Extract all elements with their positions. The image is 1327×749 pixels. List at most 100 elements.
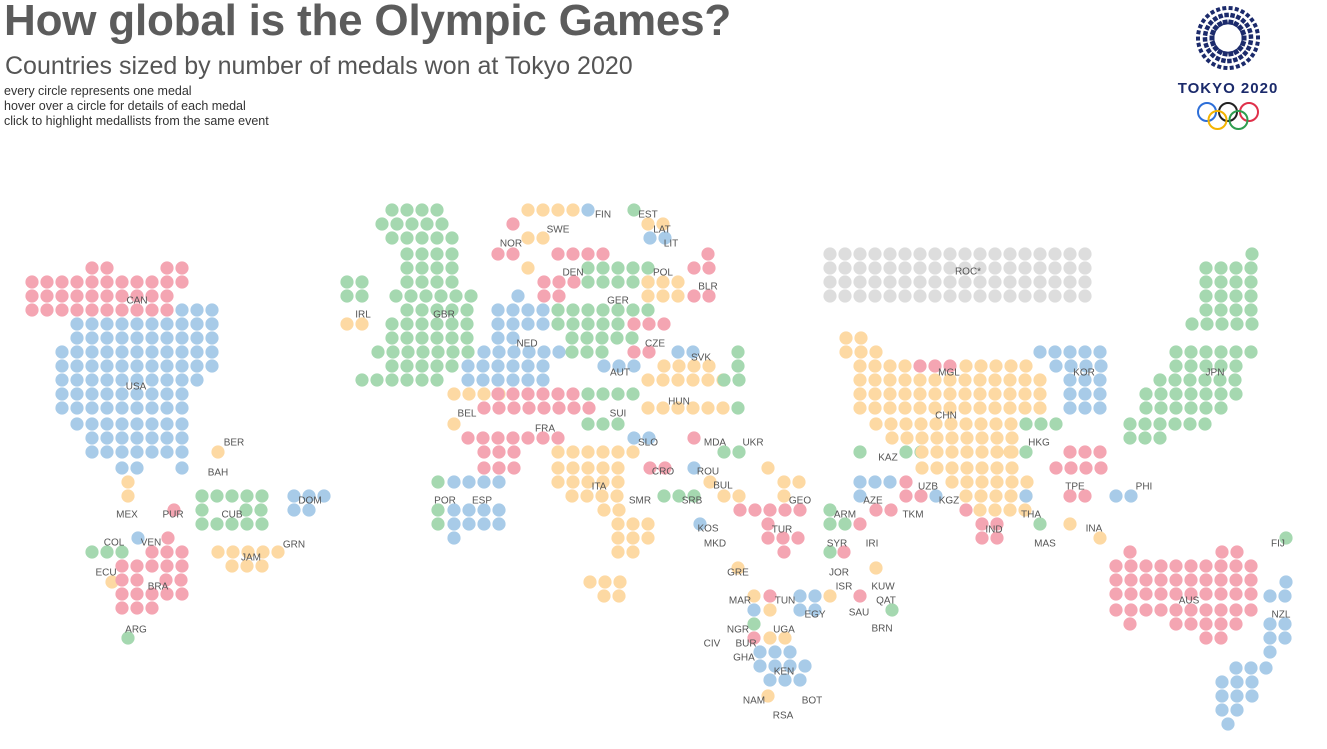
- medal-dot-nzl[interactable]: [1245, 675, 1259, 689]
- medal-dot-kor[interactable]: [1093, 401, 1107, 415]
- medal-dot-fra[interactable]: [491, 387, 505, 401]
- medal-dot-usa[interactable]: [85, 373, 99, 387]
- medal-dot-can[interactable]: [115, 289, 129, 303]
- medal-dot-bra[interactable]: [160, 559, 174, 573]
- medal-dot-jam[interactable]: [211, 545, 225, 559]
- medal-dot-fra[interactable]: [461, 431, 475, 445]
- medal-dot-ger[interactable]: [581, 317, 595, 331]
- medal-dot-aus[interactable]: [1169, 573, 1183, 587]
- medal-dot-usa[interactable]: [145, 417, 159, 431]
- medal-dot-usa[interactable]: [145, 445, 159, 459]
- medal-dot-chn[interactable]: [990, 475, 1004, 489]
- medal-dot-aus[interactable]: [1244, 603, 1258, 617]
- medal-dot-usa[interactable]: [85, 345, 99, 359]
- medal-dot-ita[interactable]: [565, 489, 579, 503]
- medal-dot-usa[interactable]: [55, 401, 69, 415]
- medal-dot-can[interactable]: [175, 261, 189, 275]
- medal-dot-ken[interactable]: [753, 659, 767, 673]
- medal-dot-chn[interactable]: [959, 359, 973, 373]
- medal-dot-ita[interactable]: [626, 445, 640, 459]
- medal-dot-usa[interactable]: [85, 445, 99, 459]
- medal-dot-ger[interactable]: [581, 303, 595, 317]
- medal-dot-usa[interactable]: [115, 431, 129, 445]
- medal-dot-ned[interactable]: [522, 345, 536, 359]
- medal-dot-lat[interactable]: [656, 217, 670, 231]
- medal-dot-fra[interactable]: [492, 445, 506, 459]
- medal-dot-nzl[interactable]: [1245, 689, 1259, 703]
- medal-dot-jpn[interactable]: [1199, 275, 1213, 289]
- medal-dot-roc[interactable]: [1033, 289, 1047, 303]
- medal-dot-roc[interactable]: [973, 275, 987, 289]
- medal-dot-jpn[interactable]: [1123, 417, 1137, 431]
- medal-dot-usa[interactable]: [130, 401, 144, 415]
- medal-dot-aus[interactable]: [1184, 559, 1198, 573]
- medal-dot-usa[interactable]: [130, 431, 144, 445]
- medal-dot-por[interactable]: [431, 475, 445, 489]
- medal-dot-aus[interactable]: [1244, 573, 1258, 587]
- medal-dot-chn[interactable]: [883, 359, 897, 373]
- medal-dot-chn[interactable]: [1033, 401, 1047, 415]
- medal-dot-roc[interactable]: [823, 261, 837, 275]
- medal-dot-swe[interactable]: [551, 203, 565, 217]
- medal-dot-can[interactable]: [100, 261, 114, 275]
- medal-dot-gre[interactable]: [731, 561, 745, 575]
- medal-dot-roc[interactable]: [1063, 275, 1077, 289]
- medal-dot-aus[interactable]: [1184, 573, 1198, 587]
- medal-dot-ger[interactable]: [596, 317, 610, 331]
- medal-dot-hun[interactable]: [656, 401, 670, 415]
- medal-dot-dom[interactable]: [287, 489, 301, 503]
- medal-dot-chn[interactable]: [943, 401, 957, 415]
- medal-dot-hun[interactable]: [641, 373, 655, 387]
- medal-dot-chn[interactable]: [960, 475, 974, 489]
- medal-dot-chn[interactable]: [853, 401, 867, 415]
- medal-dot-cze[interactable]: [642, 317, 656, 331]
- medal-dot-jpn[interactable]: [1199, 387, 1213, 401]
- medal-dot-ita[interactable]: [612, 503, 626, 517]
- medal-dot-gbr[interactable]: [461, 345, 475, 359]
- medal-dot-gbr[interactable]: [445, 303, 459, 317]
- medal-dot-ned[interactable]: [461, 373, 475, 387]
- medal-dot-tur[interactable]: [761, 517, 775, 531]
- medal-dot-aus[interactable]: [1184, 617, 1198, 631]
- medal-dot-can[interactable]: [70, 289, 84, 303]
- medal-dot-usa[interactable]: [115, 345, 129, 359]
- medal-dot-chn[interactable]: [974, 359, 988, 373]
- medal-dot-roc[interactable]: [943, 289, 957, 303]
- medal-dot-chn[interactable]: [989, 417, 1003, 431]
- medal-dot-usa[interactable]: [145, 431, 159, 445]
- medal-dot-gbr[interactable]: [430, 373, 444, 387]
- medal-dot-can[interactable]: [145, 275, 159, 289]
- medal-dot-ken[interactable]: [783, 645, 797, 659]
- medal-dot-slo[interactable]: [642, 431, 656, 445]
- medal-dot-jpn[interactable]: [1183, 417, 1197, 431]
- medal-dot-ita[interactable]: [626, 545, 640, 559]
- medal-dot-est[interactable]: [627, 203, 641, 217]
- medal-dot-dom[interactable]: [287, 503, 301, 517]
- medal-dot-gbr[interactable]: [400, 261, 414, 275]
- medal-dot-jpn[interactable]: [1153, 431, 1167, 445]
- medal-dot-usa[interactable]: [145, 387, 159, 401]
- medal-dot-chn[interactable]: [958, 401, 972, 415]
- medal-dot-ukr[interactable]: [731, 401, 745, 415]
- medal-dot-chn[interactable]: [913, 373, 927, 387]
- medal-dot-roc[interactable]: [943, 247, 957, 261]
- medal-dot-esp[interactable]: [492, 517, 506, 531]
- medal-dot-jpn[interactable]: [1138, 417, 1152, 431]
- medal-dot-aus[interactable]: [1123, 617, 1137, 631]
- medal-dot-usa[interactable]: [70, 401, 84, 415]
- medal-dot-usa[interactable]: [55, 345, 69, 359]
- medal-dot-tpe[interactable]: [1049, 461, 1063, 475]
- medal-dot-usa[interactable]: [85, 317, 99, 331]
- medal-dot-nzl[interactable]: [1259, 661, 1273, 675]
- medal-dot-jpn[interactable]: [1245, 317, 1259, 331]
- medal-dot-ger[interactable]: [580, 331, 594, 345]
- medal-dot-ken[interactable]: [768, 659, 782, 673]
- medal-dot-chn[interactable]: [1018, 373, 1032, 387]
- medal-dot-roc[interactable]: [1003, 261, 1017, 275]
- medal-dot-roc[interactable]: [1003, 289, 1017, 303]
- medal-dot-ger[interactable]: [596, 261, 610, 275]
- medal-dot-iri[interactable]: [869, 503, 883, 517]
- medal-dot-ned[interactable]: [461, 359, 475, 373]
- medal-dot-hun[interactable]: [657, 359, 671, 373]
- medal-dot-ita[interactable]: [551, 475, 565, 489]
